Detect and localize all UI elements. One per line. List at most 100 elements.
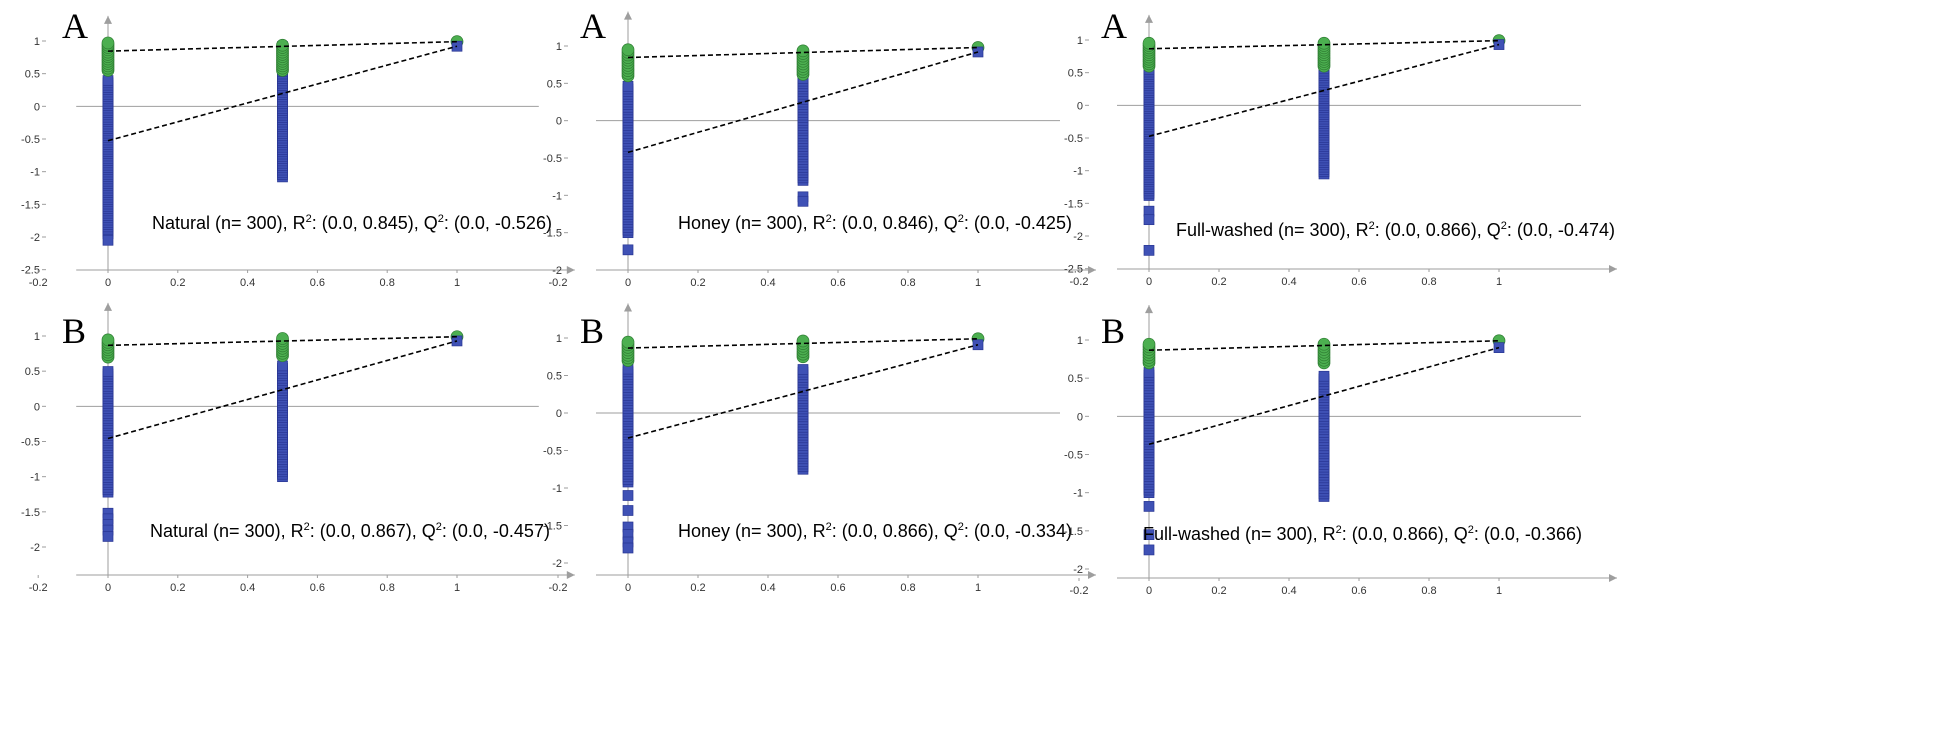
q2-point xyxy=(102,531,114,542)
y-tick-label: -2.5 xyxy=(1064,264,1083,276)
y-tick-label: -2 xyxy=(552,265,562,277)
y-axis-arrow xyxy=(1145,305,1153,314)
q2-regression-line xyxy=(627,343,979,439)
superscript-two: 2 xyxy=(1500,220,1507,232)
x-tick-label: 0.4 xyxy=(760,582,775,594)
superscript-two: 2 xyxy=(825,213,832,225)
x-axis-arrow xyxy=(1609,265,1617,273)
q2-point xyxy=(1143,501,1155,512)
superscript-two: 2 xyxy=(957,213,964,225)
permutation-panel-2: -2 -1.5 -1 -0.5 0 0.5 1 -0.2 0 0.2 0.4 0.6 0.8 1 A Hone… xyxy=(522,0,1174,365)
r2-regression-line xyxy=(1148,39,1500,50)
superscript-two: 2 xyxy=(305,213,312,225)
superscript-two: 2 xyxy=(1368,220,1375,232)
y-tick-label: -2 xyxy=(552,558,562,570)
x-axis-arrow xyxy=(1088,571,1096,579)
x-tick-label: 0.6 xyxy=(310,582,325,594)
x-tick-label: 0.4 xyxy=(1281,276,1296,288)
panel-letter: A xyxy=(580,6,606,46)
y-tick-label: 0 xyxy=(1077,100,1083,112)
y-tick-label: -2 xyxy=(1073,231,1083,243)
caption-q2-text: : (0.0, -0.457) xyxy=(441,521,550,541)
r2-point xyxy=(101,36,115,50)
plot-area: -2 -1.5 -1 -0.5 0 0.5 1 -0.2 0 0.2 0.4 0.6 0.8 1 xyxy=(1064,305,1617,597)
x-tick-label: 0.8 xyxy=(380,277,395,289)
caption-r2-text: : (0.0, 0.866), Q xyxy=(1341,524,1468,544)
y-tick-label: 1 xyxy=(556,333,562,345)
x-tick-label: 1 xyxy=(454,277,460,289)
r2-point xyxy=(621,335,635,349)
q2-point xyxy=(622,244,634,256)
y-tick-label: 0.5 xyxy=(547,371,562,383)
r2-regression-line xyxy=(627,46,979,59)
y-tick-label: -1.5 xyxy=(543,521,562,533)
x-tick-label: 0.8 xyxy=(1421,276,1436,288)
caption-caption-lead: Honey (n= 300), R xyxy=(678,521,826,541)
x-tick-label: 0 xyxy=(105,582,111,594)
panel-letter: A xyxy=(62,6,88,46)
q2-regression-line xyxy=(107,45,458,142)
y-tick-label: 0.5 xyxy=(1068,373,1083,385)
y-tick-label: 1 xyxy=(34,36,40,48)
superscript-two: 2 xyxy=(957,521,964,533)
q2-point xyxy=(277,360,288,372)
y-tick-label: -1.5 xyxy=(543,228,562,240)
caption-q2-text: : (0.0, -0.334) xyxy=(963,521,1072,541)
x-tick-label: 1 xyxy=(454,582,460,594)
y-axis-arrow xyxy=(624,11,632,20)
x-tick-label: 1 xyxy=(1496,585,1502,597)
x-tick-label: -0.2 xyxy=(1070,585,1089,597)
superscript-two: 2 xyxy=(1335,524,1342,536)
y-tick-label: -0.5 xyxy=(21,134,40,146)
x-tick-label: 0.2 xyxy=(1211,276,1226,288)
caption-q2-text: : (0.0, -0.526) xyxy=(443,213,552,233)
y-axis-arrow xyxy=(104,15,112,24)
x-tick-label: 0.8 xyxy=(1421,585,1436,597)
y-tick-label: -1.5 xyxy=(21,507,40,519)
x-tick-label: 0.4 xyxy=(1281,585,1296,597)
y-tick-label: 0.5 xyxy=(547,78,562,90)
q2-point xyxy=(797,364,809,375)
q2-point xyxy=(1143,214,1155,226)
y-tick-label: 0.5 xyxy=(25,69,40,81)
plot-area: -2 -1.5 -1 -0.5 0 0.5 1 -0.2 0 0.2 0.4 0.6 0.8 1 xyxy=(21,302,575,594)
x-tick-label: 0 xyxy=(625,277,631,289)
y-tick-label: -1 xyxy=(30,472,40,484)
x-tick-label: 1 xyxy=(975,277,981,289)
caption-caption-lead: Natural (n= 300), R xyxy=(150,521,304,541)
x-tick-label: 0.2 xyxy=(1211,585,1226,597)
superscript-two: 2 xyxy=(435,521,442,533)
y-tick-label: -1.5 xyxy=(1064,526,1083,538)
x-tick-label: 0.6 xyxy=(1351,276,1366,288)
panel-letter: B xyxy=(580,311,605,351)
panel-letter: A xyxy=(1101,6,1127,46)
q2-point xyxy=(1318,370,1330,382)
x-tick-label: 0 xyxy=(105,277,111,289)
x-tick-label: -0.2 xyxy=(29,277,48,289)
y-tick-label: -1 xyxy=(30,167,40,179)
q2-point xyxy=(797,195,809,207)
model-statistics-caption: Full-washed (n= 300), R2: (0.0, 0.866), … xyxy=(1143,524,1582,544)
q2-point xyxy=(102,75,114,86)
r2-regression-line xyxy=(627,337,979,349)
y-tick-label: 1 xyxy=(556,41,562,53)
panel-letter: B xyxy=(1101,311,1126,351)
y-axis-arrow xyxy=(624,303,632,312)
x-tick-label: -0.2 xyxy=(29,582,48,594)
x-tick-label: 0 xyxy=(1146,276,1152,288)
y-tick-label: 1 xyxy=(1077,335,1083,347)
r2-point xyxy=(1142,337,1156,351)
superscript-two: 2 xyxy=(1467,524,1474,536)
q2-point xyxy=(622,490,634,501)
y-tick-label: 0.5 xyxy=(1068,68,1083,80)
x-tick-label: 0.2 xyxy=(690,277,705,289)
y-tick-label: 0 xyxy=(34,101,40,113)
y-tick-label: -2.5 xyxy=(21,265,40,277)
r2-point xyxy=(1317,36,1331,50)
panel-letter: B xyxy=(62,311,87,351)
x-tick-label: 1 xyxy=(975,582,981,594)
y-tick-label: 0 xyxy=(556,116,562,128)
model-statistics-caption: Natural (n= 300), R2: (0.0, 0.845), Q2: … xyxy=(152,213,552,233)
y-tick-label: -0.5 xyxy=(21,437,40,449)
y-tick-label: -1 xyxy=(1073,166,1083,178)
